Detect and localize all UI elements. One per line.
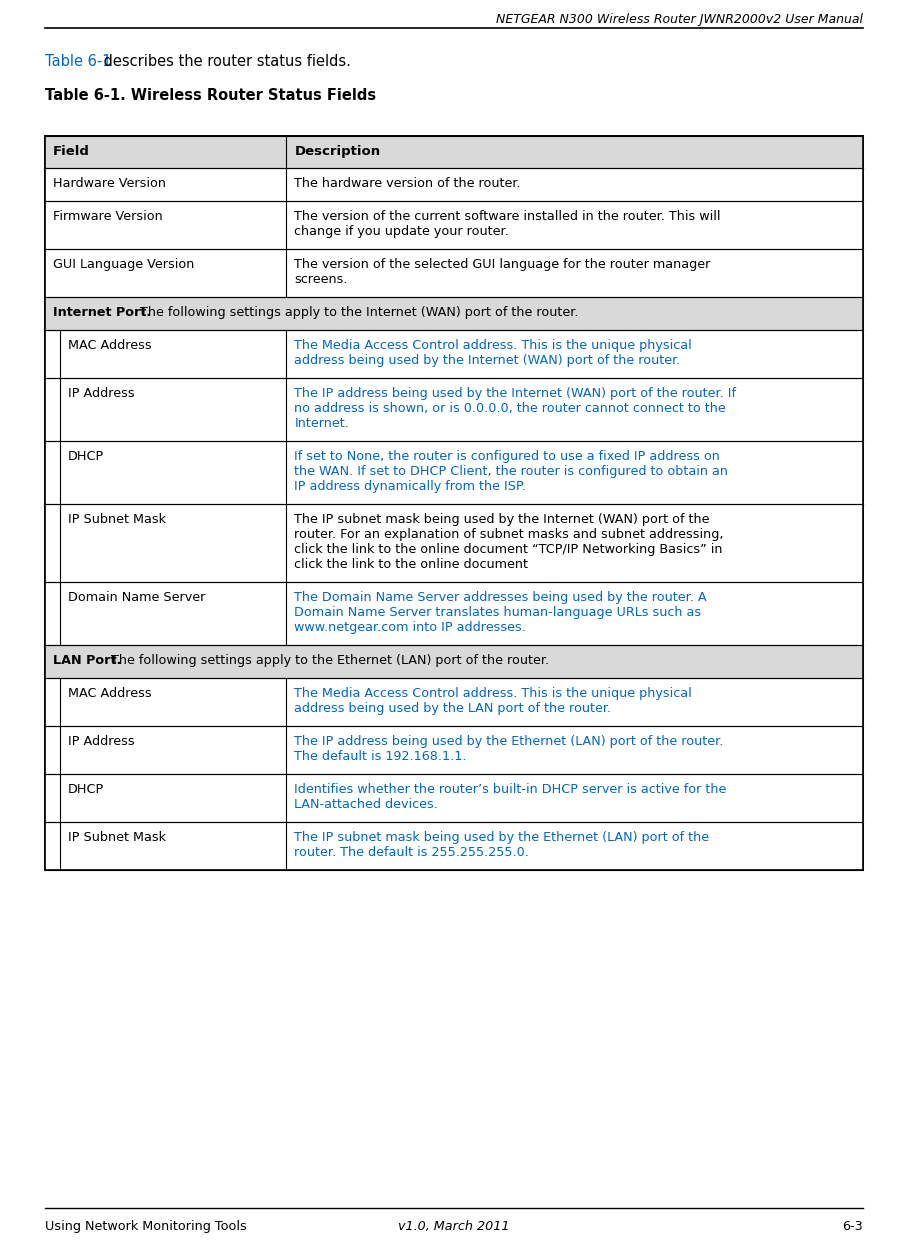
Text: The version of the current software installed in the router. This will: The version of the current software inst… [295,211,721,223]
Text: IP Address: IP Address [68,388,134,400]
Text: Identifies whether the router’s built-in DHCP server is active for the: Identifies whether the router’s built-in… [295,782,727,796]
Text: LAN-attached devices.: LAN-attached devices. [295,797,438,811]
Text: NETGEAR N300 Wireless Router JWNR2000v2 User Manual: NETGEAR N300 Wireless Router JWNR2000v2 … [496,12,863,26]
Text: The Media Access Control address. This is the unique physical: The Media Access Control address. This i… [295,687,692,700]
Text: describes the router status fields.: describes the router status fields. [99,54,350,69]
Text: The IP subnet mask being used by the Ethernet (LAN) port of the: The IP subnet mask being used by the Eth… [295,831,709,844]
Text: v1.0, March 2011: v1.0, March 2011 [398,1220,510,1234]
Bar [45,168,863,201]
Text: DHCP: DHCP [68,782,105,796]
Text: Domain Name Server: Domain Name Server [68,591,205,604]
Text: IP Subnet Mask: IP Subnet Mask [68,513,166,526]
Text: 6-3: 6-3 [842,1220,863,1234]
Text: Internet.: Internet. [295,417,350,430]
Text: The IP subnet mask being used by the Internet (WAN) port of the: The IP subnet mask being used by the Int… [295,513,710,526]
Text: Domain Name Server translates human-language URLs such as: Domain Name Server translates human-lang… [295,606,702,619]
Text: The Media Access Control address. This is the unique physical: The Media Access Control address. This i… [295,339,692,353]
Text: click the link to the online document: click the link to the online document [295,558,532,571]
Text: change if you update your router.: change if you update your router. [295,226,509,238]
Text: IP Subnet Mask: IP Subnet Mask [68,831,166,844]
Text: address being used by the Internet (WAN) port of the router.: address being used by the Internet (WAN)… [295,354,680,368]
Bar [45,774,863,822]
Text: MAC Address: MAC Address [68,339,151,353]
Text: The following settings apply to the Ethernet (LAN) port of the router.: The following settings apply to the Ethe… [106,654,549,667]
Text: GUI Language Version: GUI Language Version [53,258,195,270]
Bar [45,645,863,678]
Bar [45,822,863,870]
Bar [45,136,863,870]
Text: IP Address: IP Address [68,735,134,748]
Text: Using Network Monitoring Tools: Using Network Monitoring Tools [45,1220,247,1234]
Text: www.netgear.com into IP addresses.: www.netgear.com into IP addresses. [295,621,526,634]
Text: address being used by the LAN port of the router.: address being used by the LAN port of th… [295,701,612,715]
Text: screens.: screens. [295,273,348,287]
Bar [45,503,863,582]
Bar [45,582,863,645]
Bar [45,726,863,774]
Text: Table 6-1: Table 6-1 [45,54,112,69]
Bar [45,378,863,441]
Text: Internet Port.: Internet Port. [53,307,151,319]
Text: LAN Port.: LAN Port. [53,654,122,667]
Text: The default is 192.168.1.1.: The default is 192.168.1.1. [295,750,467,763]
Text: If set to None, the router is configured to use a fixed IP address on: If set to None, the router is configured… [295,450,720,464]
Bar [45,201,863,249]
Text: Firmware Version: Firmware Version [53,211,163,223]
Text: Hardware Version: Hardware Version [53,177,166,189]
Text: router. The default is 255.255.255.0.: router. The default is 255.255.255.0. [295,846,529,858]
Text: IP address dynamically from the ISP.: IP address dynamically from the ISP. [295,480,526,493]
Text: router. For an explanation of subnet masks and subnet addressing,: router. For an explanation of subnet mas… [295,528,724,541]
Text: Table 6-1. Wireless Router Status Fields: Table 6-1. Wireless Router Status Fields [45,88,376,103]
Text: The following settings apply to the Internet (WAN) port of the router.: The following settings apply to the Inte… [136,307,578,319]
Text: DHCP: DHCP [68,450,105,464]
Text: The IP address being used by the Ethernet (LAN) port of the router.: The IP address being used by the Etherne… [295,735,724,748]
Bar [45,136,863,870]
Text: no address is shown, or is 0.0.0.0, the router cannot connect to the: no address is shown, or is 0.0.0.0, the … [295,402,726,415]
Text: click the link to the online document “TCP/IP Networking Basics” in: click the link to the online document “T… [295,543,723,556]
Text: The IP address being used by the Internet (WAN) port of the router. If: The IP address being used by the Interne… [295,388,736,400]
Bar [45,297,863,330]
Text: The Domain Name Server addresses being used by the router. A: The Domain Name Server addresses being u… [295,591,707,604]
Text: Field: Field [53,145,90,158]
Text: Description: Description [295,145,380,158]
Text: the WAN. If set to DHCP Client, the router is configured to obtain an: the WAN. If set to DHCP Client, the rout… [295,465,728,478]
Bar [45,249,863,297]
Bar [45,136,863,168]
Bar [45,678,863,726]
Text: The hardware version of the router.: The hardware version of the router. [295,177,521,189]
Text: MAC Address: MAC Address [68,687,151,700]
Text: The version of the selected GUI language for the router manager: The version of the selected GUI language… [295,258,711,270]
Bar [45,441,863,503]
Bar [45,330,863,378]
